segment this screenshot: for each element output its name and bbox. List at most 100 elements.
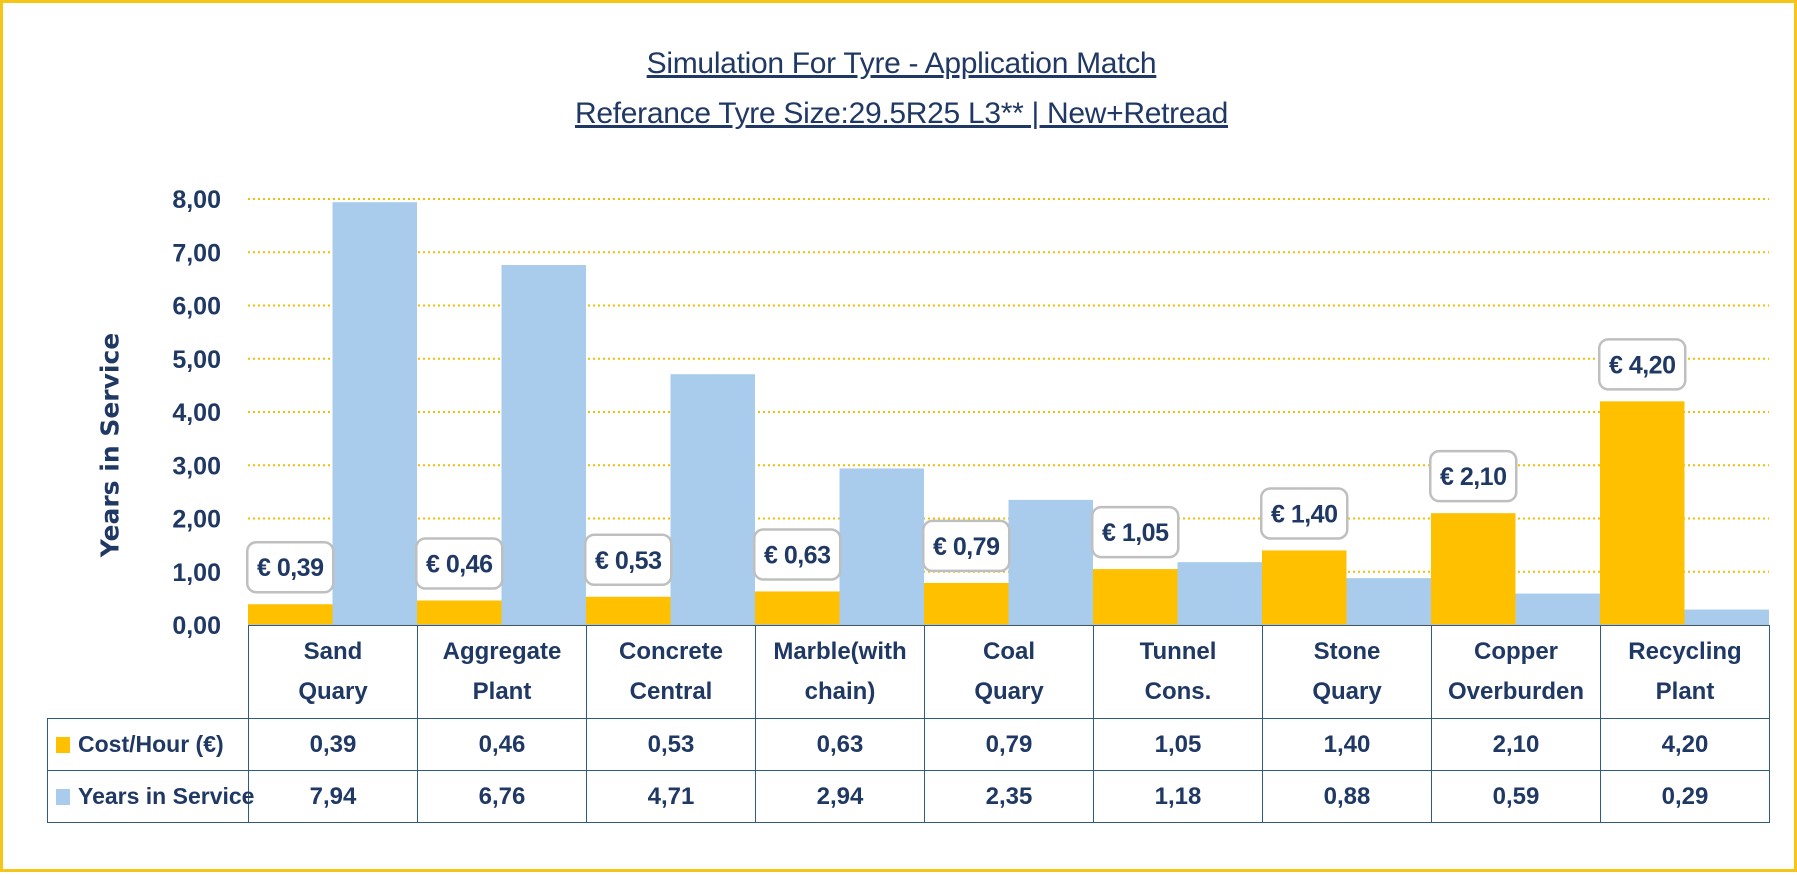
table-cell: 1,40 (1262, 718, 1432, 771)
chart-title: Simulation For Tyre - Application Match (646, 47, 1157, 80)
data-label-box (922, 519, 1011, 573)
category-label-line: Plant (472, 678, 532, 705)
category-label-line: chain) (804, 678, 876, 705)
category-label-line: Quary (298, 678, 368, 705)
legend-swatch (56, 789, 70, 805)
category-label: Coal Quary (924, 625, 1094, 719)
data-label-box (1598, 338, 1687, 391)
data-label: € 0,46 (426, 551, 493, 579)
table-cell: 0,53 (586, 718, 756, 771)
legend-entry: Cost/Hour (€) (47, 718, 249, 771)
table-cell: 0,46 (417, 718, 587, 771)
data-label-box (1091, 505, 1180, 559)
years-bar (1008, 499, 1093, 625)
table-cell: 0,88 (1262, 770, 1432, 823)
years-bar (501, 265, 586, 625)
data-label-box (753, 528, 842, 581)
table-cell: 7,94 (248, 770, 418, 823)
table-cell: 1,18 (1093, 770, 1263, 823)
legend-label: Cost/Hour (€) (78, 731, 224, 757)
data-table: Sand Quary Aggregate Plant Concrete Central Ma… (47, 625, 1770, 823)
table-cell: 0,79 (924, 718, 1094, 771)
data-label: € 1,40 (1271, 500, 1338, 528)
category-label: Stone Quary (1262, 625, 1432, 719)
data-label: € 0,39 (257, 554, 324, 582)
category-label: Sand Quary (248, 625, 418, 719)
category-label-line: Quary (1312, 678, 1382, 705)
category-label-line: Marble(with (773, 638, 907, 665)
table-cell: 2,10 (1431, 718, 1601, 771)
table-cell: 2,35 (924, 770, 1094, 823)
legend-label: Years in Service (78, 783, 255, 809)
data-label: € 1,05 (1102, 519, 1169, 547)
years-row: Years in Service 7,94 6,76 4,71 2,94 2,35 1,18… (47, 770, 1770, 823)
cost-bar (417, 600, 502, 625)
table-cell: 2,94 (755, 770, 925, 823)
category-label-line: Sand (303, 638, 363, 665)
years-bar (1346, 578, 1431, 625)
y-tick-label: 3,00 (172, 452, 221, 480)
data-label: € 0,63 (764, 541, 831, 569)
table-cell: 0,39 (248, 718, 418, 771)
years-bar (670, 374, 755, 625)
table-cell: 0,59 (1431, 770, 1601, 823)
years-bar (1684, 609, 1769, 625)
table-cell: 4,71 (586, 770, 756, 823)
cost-bar (1600, 401, 1685, 625)
table-cell: 0,63 (755, 718, 925, 771)
cost-bar (924, 582, 1009, 625)
data-label: € 0,79 (933, 533, 1000, 561)
category-label-line: Aggregate (442, 638, 562, 665)
category-label-line: Quary (974, 678, 1044, 705)
table-cell: 0,29 (1600, 770, 1770, 823)
cost-bar (248, 604, 333, 625)
data-label-box (246, 540, 335, 594)
data-label: € 0,53 (595, 547, 662, 575)
category-label-line: Recycling (1628, 638, 1742, 665)
y-tick-label: 5,00 (172, 346, 221, 374)
category-label-line: Coal (982, 638, 1035, 665)
category-label: Aggregate Plant (417, 625, 587, 719)
bar-chart-plot: 0,00 1,00 2,00 3,00 4,00 5,00 6,00 7,00 8,00 € 0,… (172, 186, 1769, 640)
category-label-line: Concrete (618, 638, 724, 665)
years-bar (1515, 593, 1600, 625)
legend-entry: Years in Service (47, 770, 254, 823)
table-cell: 6,76 (417, 770, 587, 823)
table-corner (48, 626, 249, 719)
category-label-line: Tunnel (1139, 638, 1217, 665)
category-label-line: Stone (1313, 638, 1381, 665)
category-label-line: Copper (1474, 638, 1558, 665)
cost-bar (1431, 513, 1516, 625)
y-tick-label: 1,00 (172, 559, 221, 587)
category-label-line: Plant (1655, 678, 1715, 705)
category-label: Recycling Plant (1600, 625, 1770, 719)
table-cell: 1,05 (1093, 718, 1263, 771)
chart-subtitle: Referance Tyre Size:29.5R25 L3** | New+R… (575, 97, 1228, 130)
category-label-line: Cons. (1144, 678, 1212, 705)
category-label-line: Central (629, 678, 713, 705)
y-tick-label: 2,00 (172, 506, 221, 534)
y-tick-label: 4,00 (172, 399, 221, 427)
cost-bar (1262, 550, 1347, 625)
cost-row: Cost/Hour (€) 0,39 0,46 0,53 0,63 0,79 1,05 1,4… (47, 718, 1770, 771)
years-bar (839, 468, 924, 625)
cost-bar (586, 596, 671, 625)
years-bar (332, 202, 417, 625)
table-cell: 4,20 (1600, 718, 1770, 771)
category-label: Tunnel Cons. (1093, 625, 1263, 719)
data-label-box (584, 533, 673, 587)
category-label: Copper Overburden (1431, 625, 1601, 719)
data-label: € 4,20 (1609, 351, 1676, 379)
category-label-line: Overburden (1447, 678, 1585, 705)
y-tick-label: 6,00 (172, 293, 221, 321)
category-label: Marble(with chain) (755, 625, 925, 719)
data-label-box (1429, 449, 1518, 503)
y-tick-label: 0,00 (172, 612, 221, 640)
data-label: € 2,10 (1440, 463, 1507, 491)
data-label-box (415, 537, 504, 590)
y-tick-label: 8,00 (172, 186, 221, 214)
category-label: Concrete Central (586, 625, 756, 719)
category-row: Sand Quary Aggregate Plant Concrete Central Ma… (48, 625, 1770, 719)
years-bar (1177, 562, 1262, 625)
